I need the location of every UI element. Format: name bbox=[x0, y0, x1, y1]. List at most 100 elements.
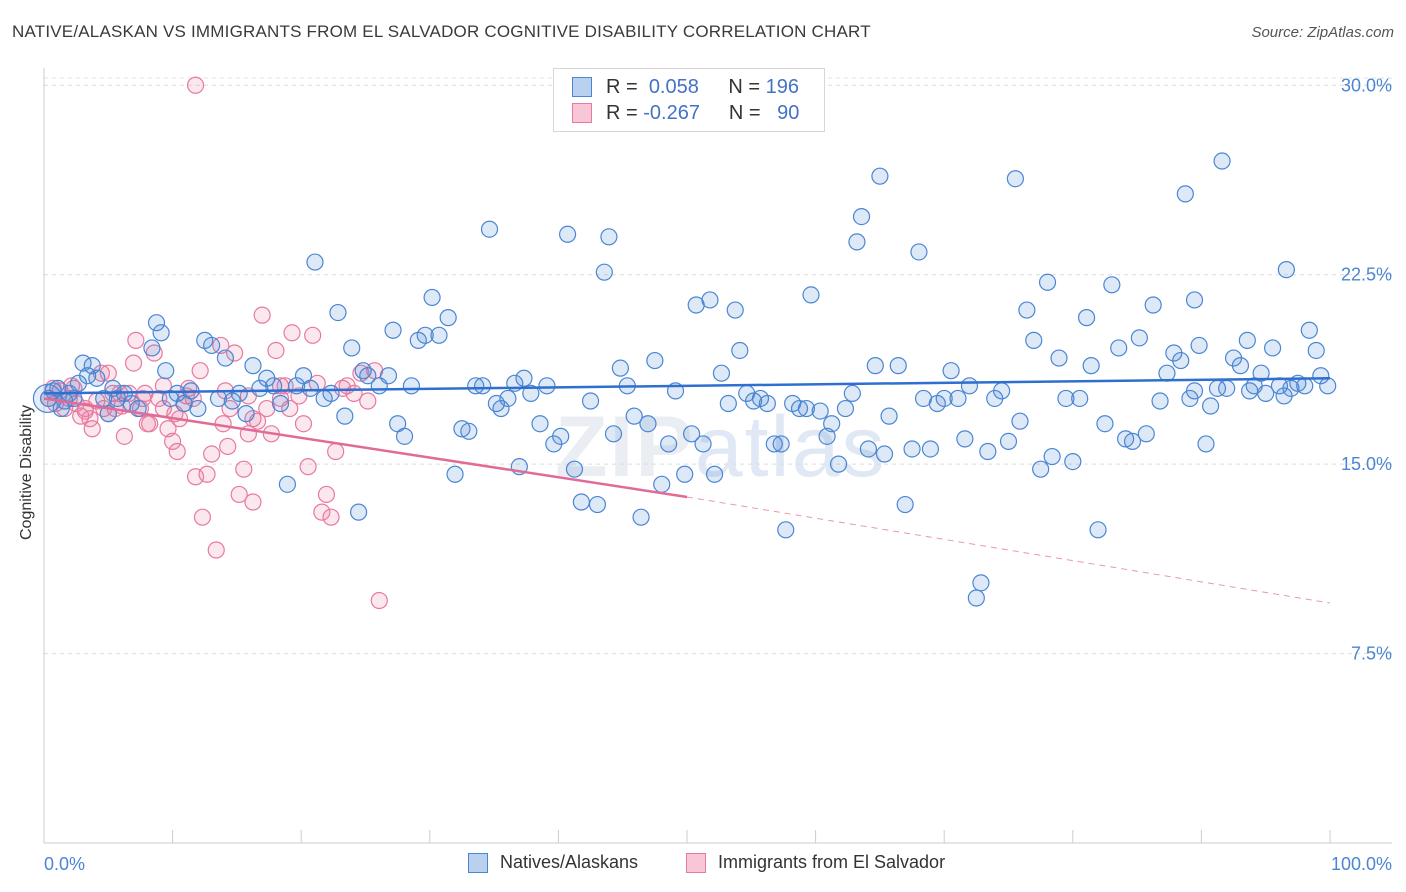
point-natives-alaskans bbox=[999, 432, 1018, 450]
point-natives-alaskans bbox=[1218, 379, 1236, 397]
point-natives-alaskans bbox=[1319, 377, 1337, 395]
point-natives-alaskans bbox=[565, 460, 584, 478]
series-legend: Natives/Alaskans Immigrants from El Salv… bbox=[0, 852, 1406, 876]
point-natives-alaskans bbox=[439, 309, 457, 327]
point-natives-alaskans bbox=[972, 574, 990, 592]
point-natives-alaskans bbox=[875, 445, 894, 463]
point-natives-alaskans bbox=[889, 357, 907, 375]
point-natives-alaskans bbox=[1197, 435, 1215, 453]
point-natives-alaskans bbox=[588, 495, 607, 514]
point-natives-alaskans bbox=[572, 493, 590, 511]
point-natives-alaskans bbox=[522, 384, 540, 403]
point-natives-alaskans bbox=[1064, 453, 1082, 471]
point-natives-alaskans bbox=[1011, 412, 1029, 430]
point-natives-alaskans bbox=[423, 288, 441, 307]
point-immigrants-el-salvador bbox=[370, 591, 388, 610]
point-immigrants-el-salvador bbox=[322, 508, 340, 526]
point-natives-alaskans bbox=[797, 399, 816, 418]
point-immigrants-el-salvador bbox=[168, 442, 186, 461]
point-immigrants-el-salvador bbox=[294, 415, 313, 433]
x-tick-label: 100.0% bbox=[1331, 854, 1392, 874]
point-natives-alaskans bbox=[1277, 261, 1295, 279]
point-natives-alaskans bbox=[993, 382, 1011, 400]
point-natives-alaskans bbox=[694, 435, 712, 453]
point-immigrants-el-salvador bbox=[244, 493, 262, 511]
point-natives-alaskans bbox=[960, 377, 979, 395]
point-natives-alaskans bbox=[1312, 367, 1330, 385]
point-natives-alaskans bbox=[758, 394, 776, 413]
point-natives-alaskans bbox=[453, 420, 471, 438]
point-immigrants-el-salvador bbox=[138, 415, 156, 433]
trend-line-salvador bbox=[43, 397, 688, 499]
point-natives-alaskans bbox=[402, 377, 421, 395]
point-immigrants-el-salvador bbox=[212, 336, 230, 355]
point-immigrants-el-salvador bbox=[283, 324, 301, 342]
point-natives-alaskans bbox=[306, 253, 324, 271]
point-natives-alaskans bbox=[1077, 309, 1096, 327]
point-natives-alaskans bbox=[581, 392, 600, 410]
point-natives-alaskans bbox=[1231, 357, 1250, 375]
point-immigrants-el-salvador bbox=[186, 76, 205, 94]
legend-swatch-blue bbox=[572, 77, 592, 97]
point-natives-alaskans bbox=[1201, 397, 1220, 415]
point-natives-alaskans bbox=[474, 377, 492, 395]
point-natives-alaskans bbox=[1082, 357, 1100, 375]
point-natives-alaskans bbox=[499, 389, 517, 408]
point-natives-alaskans bbox=[1110, 339, 1128, 357]
point-natives-alaskans bbox=[143, 339, 161, 357]
point-natives-alaskans bbox=[1172, 351, 1190, 370]
point-natives-alaskans bbox=[604, 425, 623, 443]
point-natives-alaskans bbox=[244, 357, 262, 375]
point-natives-alaskans bbox=[625, 407, 643, 425]
point-natives-alaskans bbox=[1123, 432, 1142, 450]
x-tick-label: 0.0% bbox=[44, 854, 85, 874]
point-immigrants-el-salvador bbox=[299, 458, 317, 476]
point-natives-alaskans bbox=[744, 392, 763, 410]
point-natives-alaskans bbox=[1307, 341, 1325, 360]
point-immigrants-el-salvador bbox=[317, 485, 336, 504]
point-natives-alaskans bbox=[942, 362, 960, 380]
point-natives-alaskans bbox=[230, 384, 248, 403]
point-immigrants-el-salvador bbox=[83, 420, 101, 438]
point-natives-alaskans bbox=[811, 402, 829, 420]
point-immigrants-el-salvador bbox=[235, 460, 253, 478]
point-natives-alaskans bbox=[1185, 291, 1204, 309]
point-natives-alaskans bbox=[1263, 339, 1282, 357]
point-natives-alaskans bbox=[611, 359, 630, 377]
point-immigrants-el-salvador bbox=[214, 415, 232, 433]
point-immigrants-el-salvador bbox=[352, 364, 370, 382]
point-natives-alaskans bbox=[1057, 389, 1075, 408]
point-natives-alaskans bbox=[1038, 273, 1057, 291]
point-natives-alaskans bbox=[1213, 152, 1231, 170]
point-natives-alaskans bbox=[1158, 364, 1176, 382]
point-immigrants-el-salvador bbox=[193, 508, 212, 526]
point-natives-alaskans bbox=[83, 357, 101, 375]
y-tick-label: 15.0% bbox=[1341, 454, 1392, 474]
point-natives-alaskans bbox=[712, 364, 731, 382]
point-natives-alaskans bbox=[336, 407, 354, 425]
point-natives-alaskans bbox=[216, 349, 235, 367]
point-natives-alaskans bbox=[1238, 331, 1256, 349]
point-natives-alaskans bbox=[967, 589, 985, 607]
point-natives-alaskans bbox=[852, 208, 871, 226]
point-natives-alaskans bbox=[731, 341, 749, 360]
point-natives-alaskans bbox=[639, 415, 657, 433]
point-natives-alaskans bbox=[1130, 329, 1148, 347]
legend-r-label: R = bbox=[606, 75, 638, 98]
point-immigrants-el-salvador bbox=[115, 427, 133, 445]
point-natives-alaskans bbox=[836, 399, 855, 418]
point-natives-alaskans bbox=[871, 167, 889, 185]
point-natives-alaskans bbox=[1151, 392, 1169, 410]
legend-swatch-blue bbox=[468, 852, 488, 873]
point-natives-alaskans bbox=[203, 336, 221, 355]
point-natives-alaskans bbox=[790, 399, 809, 418]
point-natives-alaskans bbox=[921, 440, 940, 458]
point-natives-alaskans bbox=[896, 495, 914, 514]
point-natives-alaskans bbox=[823, 415, 841, 433]
point-natives-alaskans bbox=[866, 357, 884, 375]
y-tick-label: 30.0% bbox=[1341, 75, 1392, 95]
point-natives-alaskans bbox=[329, 303, 347, 322]
point-natives-alaskans bbox=[237, 405, 255, 423]
point-natives-alaskans bbox=[1032, 460, 1050, 478]
point-natives-alaskans bbox=[653, 475, 671, 493]
